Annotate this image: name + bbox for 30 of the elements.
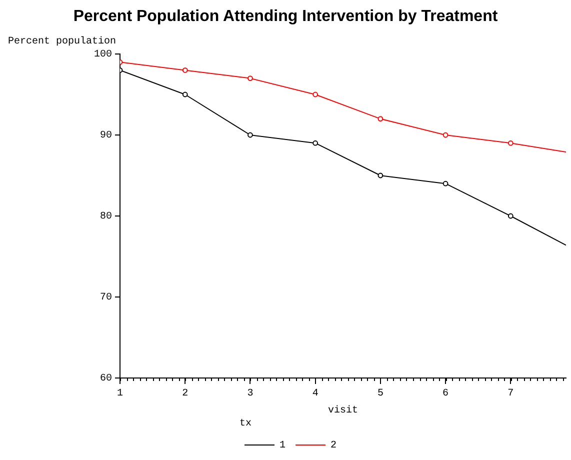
legend-title: tx [240, 418, 252, 430]
point [442, 132, 448, 138]
y-tick-label: 80 [100, 212, 112, 223]
point [312, 92, 318, 98]
y-tick-label: 60 [100, 374, 112, 385]
x-tick-label: 2 [182, 388, 188, 400]
point [508, 140, 514, 146]
point [442, 180, 448, 186]
point [248, 76, 253, 81]
y-axis-title: Percent population [8, 36, 116, 48]
x-tick-label: 1 [116, 388, 124, 400]
point [312, 140, 318, 146]
chart-title: Percent Population Attending Intervention by Treatment [72, 8, 499, 26]
point [508, 213, 514, 219]
y-tick-label: 90 [100, 130, 112, 142]
x-tick-label: 7 [508, 388, 514, 400]
x-axis-title: visit [328, 404, 358, 417]
x-tick-label: 3 [247, 388, 254, 400]
point [182, 68, 188, 73]
y-tick-label: 100 [94, 50, 112, 61]
point [378, 116, 384, 122]
point [378, 172, 384, 178]
x-tick-label: 5 [377, 388, 384, 400]
legend-label: 2 [330, 440, 337, 452]
x-tick-label: 4 [312, 388, 318, 400]
x-tick-label: 6 [442, 388, 449, 400]
point [182, 92, 188, 98]
legend-label: 1 [280, 440, 286, 452]
point [248, 132, 253, 138]
y-tick-label: 70 [100, 292, 112, 304]
